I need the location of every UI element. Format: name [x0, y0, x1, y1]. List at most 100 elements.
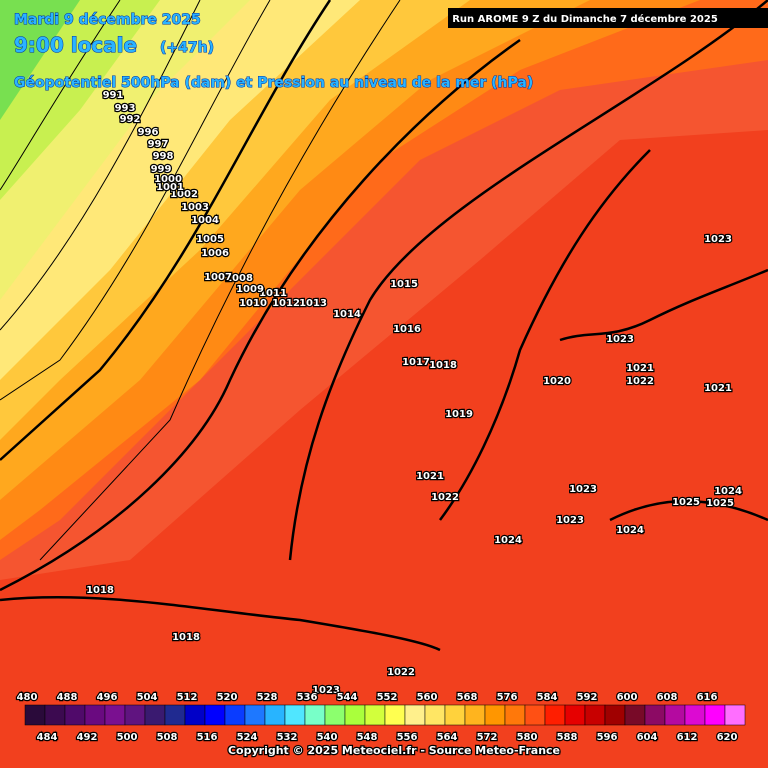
run-text: Run AROME 9 Z du Dimanche 7 décembre 202… [452, 13, 718, 25]
color-swatch [404, 704, 426, 726]
isobar-label: 996 [138, 127, 159, 138]
color-swatch [104, 704, 126, 726]
isobar-label: 1018 [429, 360, 457, 371]
color-swatch [444, 704, 466, 726]
colorbar-label: 560 [417, 692, 438, 703]
isobar-label: 1013 [299, 298, 327, 309]
color-swatch [124, 704, 146, 726]
color-swatch [504, 704, 526, 726]
isobar-label: 1022 [626, 376, 654, 387]
isobar-label: 1010 [239, 298, 267, 309]
color-swatch [704, 704, 726, 726]
isobar-label: 998 [153, 151, 174, 162]
colorbar-label: 508 [157, 732, 178, 743]
color-swatch [644, 704, 666, 726]
colorbar-label: 492 [77, 732, 98, 743]
colorbar-label: 516 [197, 732, 218, 743]
colorbar-label: 568 [457, 692, 478, 703]
isobar-label: 1005 [196, 234, 224, 245]
color-swatch [424, 704, 446, 726]
isobar-label: 1022 [431, 492, 459, 503]
colorbar-label: 600 [617, 692, 638, 703]
isobar-label: 1024 [616, 525, 644, 536]
color-swatch [684, 704, 706, 726]
isobar-label: 1018 [86, 585, 114, 596]
isobar-label: 1023 [556, 515, 584, 526]
color-swatch [544, 704, 566, 726]
colorbar-label: 528 [257, 692, 278, 703]
colorbar-label: 596 [597, 732, 618, 743]
colorbar-label: 620 [717, 732, 738, 743]
colorbar-label: 612 [677, 732, 698, 743]
isobar-label: 1024 [714, 486, 742, 497]
color-swatch [44, 704, 66, 726]
color-swatch [584, 704, 606, 726]
color-swatch [144, 704, 166, 726]
colorbar-label: 572 [477, 732, 498, 743]
isobar-label: 1011 [259, 288, 287, 299]
color-swatch [624, 704, 646, 726]
subtitle: Géopotentiel 500hPa (dam) et Pression au… [14, 75, 533, 91]
isobar-label: 1002 [170, 189, 198, 200]
colorbar-label: 512 [177, 692, 198, 703]
colorbar-label: 592 [577, 692, 598, 703]
isobar-label: 1021 [626, 363, 654, 374]
color-swatch [184, 704, 206, 726]
colorbar-label: 524 [237, 732, 258, 743]
run-box [448, 8, 768, 28]
colorbar-label: 504 [137, 692, 158, 703]
lead-time: (+47h) [160, 40, 214, 56]
color-swatch [244, 704, 266, 726]
color-swatch [364, 704, 386, 726]
isobar-label: 1023 [569, 484, 597, 495]
color-swatch [604, 704, 626, 726]
isobar-label: 997 [148, 139, 169, 150]
colorbar-label: 540 [317, 732, 338, 743]
isobar-label: 992 [120, 114, 141, 125]
isobar-label: 1022 [387, 667, 415, 678]
color-swatch [724, 704, 746, 726]
colorbar-label: 500 [117, 732, 138, 743]
isolines [0, 0, 768, 652]
colorbar-label: 580 [517, 732, 538, 743]
colorbar-label: 488 [57, 692, 78, 703]
color-swatch [224, 704, 246, 726]
isobar-label: 1019 [445, 409, 473, 420]
color-swatch [664, 704, 686, 726]
color-swatch [164, 704, 186, 726]
color-swatch [564, 704, 586, 726]
isobar-label: 993 [115, 103, 136, 114]
isobar-label: 1023 [606, 334, 634, 345]
isobar-label: 1025 [706, 498, 734, 509]
isobar-label: 1007 [204, 272, 232, 283]
isobar-label: 1021 [704, 383, 732, 394]
colorbar-label: 608 [657, 692, 678, 703]
time: 9:00 locale [14, 33, 137, 57]
color-swatch [84, 704, 106, 726]
color-swatch [64, 704, 86, 726]
isobar-label: 1009 [236, 284, 264, 295]
colorbar-label: 584 [537, 692, 558, 703]
color-swatch [284, 704, 306, 726]
isobar-label: 1020 [543, 376, 571, 387]
isobar-label: 1018 [172, 632, 200, 643]
colorbar-label: 604 [637, 732, 658, 743]
copyright: Copyright © 2025 Meteociel.fr - Source M… [228, 744, 560, 757]
color-swatch [204, 704, 226, 726]
color-swatch [24, 704, 46, 726]
colorbar-label: 556 [397, 732, 418, 743]
colorbar-label: 532 [277, 732, 298, 743]
isobar-label: 1021 [416, 471, 444, 482]
color-swatch [264, 704, 286, 726]
isobar-label: 1024 [494, 535, 522, 546]
colorbar-label: 536 [297, 692, 318, 703]
colorbar-label: 484 [37, 732, 58, 743]
color-swatch [304, 704, 326, 726]
date: Mardi 9 décembre 2025 [14, 12, 201, 28]
color-swatch [324, 704, 346, 726]
colorbar-label: 552 [377, 692, 398, 703]
colorbar-label: 496 [97, 692, 118, 703]
